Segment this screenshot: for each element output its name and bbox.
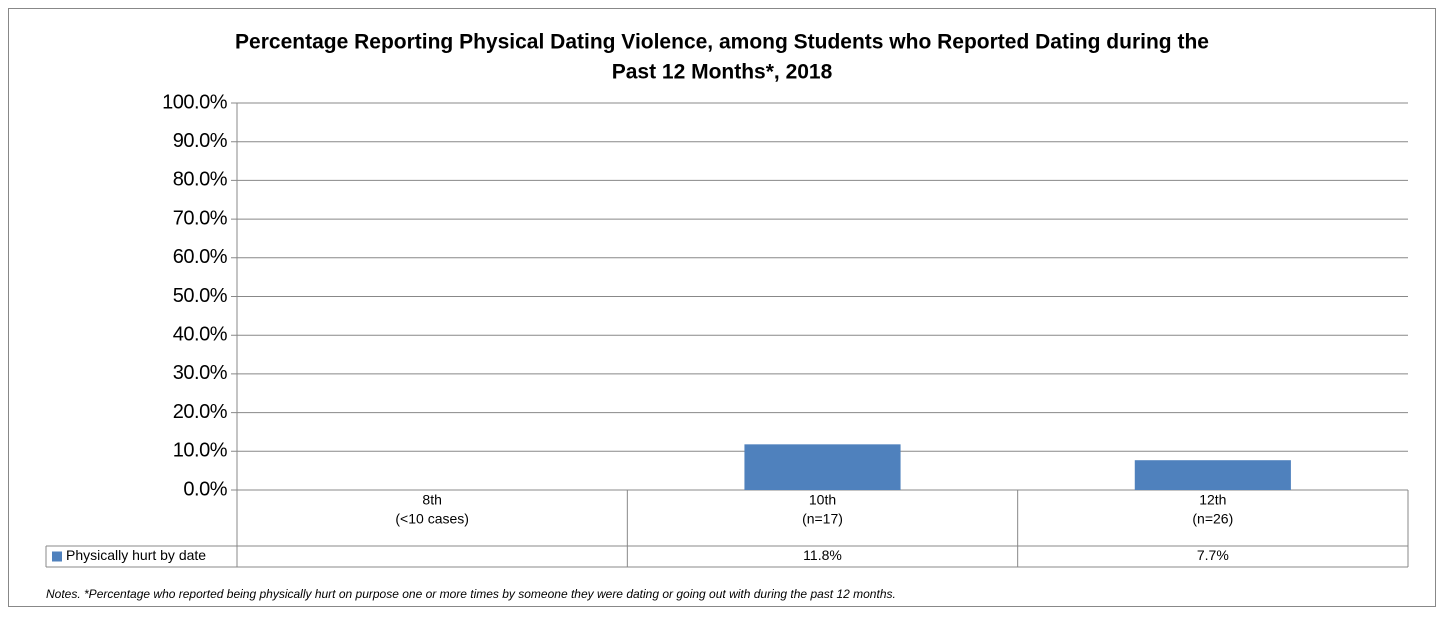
x-tick-label: (n=26) — [1192, 511, 1233, 527]
y-tick-label: 80.0% — [173, 169, 228, 191]
y-tick-label: 90.0% — [173, 130, 228, 152]
x-tick-label: (<10 cases) — [395, 511, 469, 527]
x-tick-label: 10th — [809, 492, 836, 508]
chart-title: Past 12 Months*, 2018 — [612, 61, 833, 84]
x-tick-label: (n=17) — [802, 511, 843, 527]
legend-label: Physically hurt by date — [66, 547, 206, 563]
x-tick-label: 12th — [1199, 492, 1226, 508]
chart-title: Percentage Reporting Physical Dating Vio… — [235, 31, 1209, 54]
data-label: 11.8% — [803, 547, 842, 563]
y-tick-label: 70.0% — [173, 207, 228, 229]
y-tick-label: 60.0% — [173, 246, 228, 268]
x-tick-label: 8th — [422, 492, 441, 508]
y-tick-label: 20.0% — [173, 401, 228, 423]
bar — [1134, 460, 1291, 490]
y-tick-label: 100.0% — [162, 91, 228, 113]
y-tick-label: 0.0% — [183, 478, 227, 500]
legend-swatch — [52, 551, 62, 562]
y-tick-label: 40.0% — [173, 323, 228, 345]
data-label: 7.7% — [1197, 547, 1229, 563]
note: Notes. *Percentage who reported being ph… — [46, 587, 896, 601]
bar — [744, 444, 901, 490]
chart-border — [8, 8, 1436, 607]
y-tick-label: 10.0% — [173, 440, 228, 462]
y-tick-label: 30.0% — [173, 362, 228, 384]
y-tick-label: 50.0% — [173, 285, 228, 307]
